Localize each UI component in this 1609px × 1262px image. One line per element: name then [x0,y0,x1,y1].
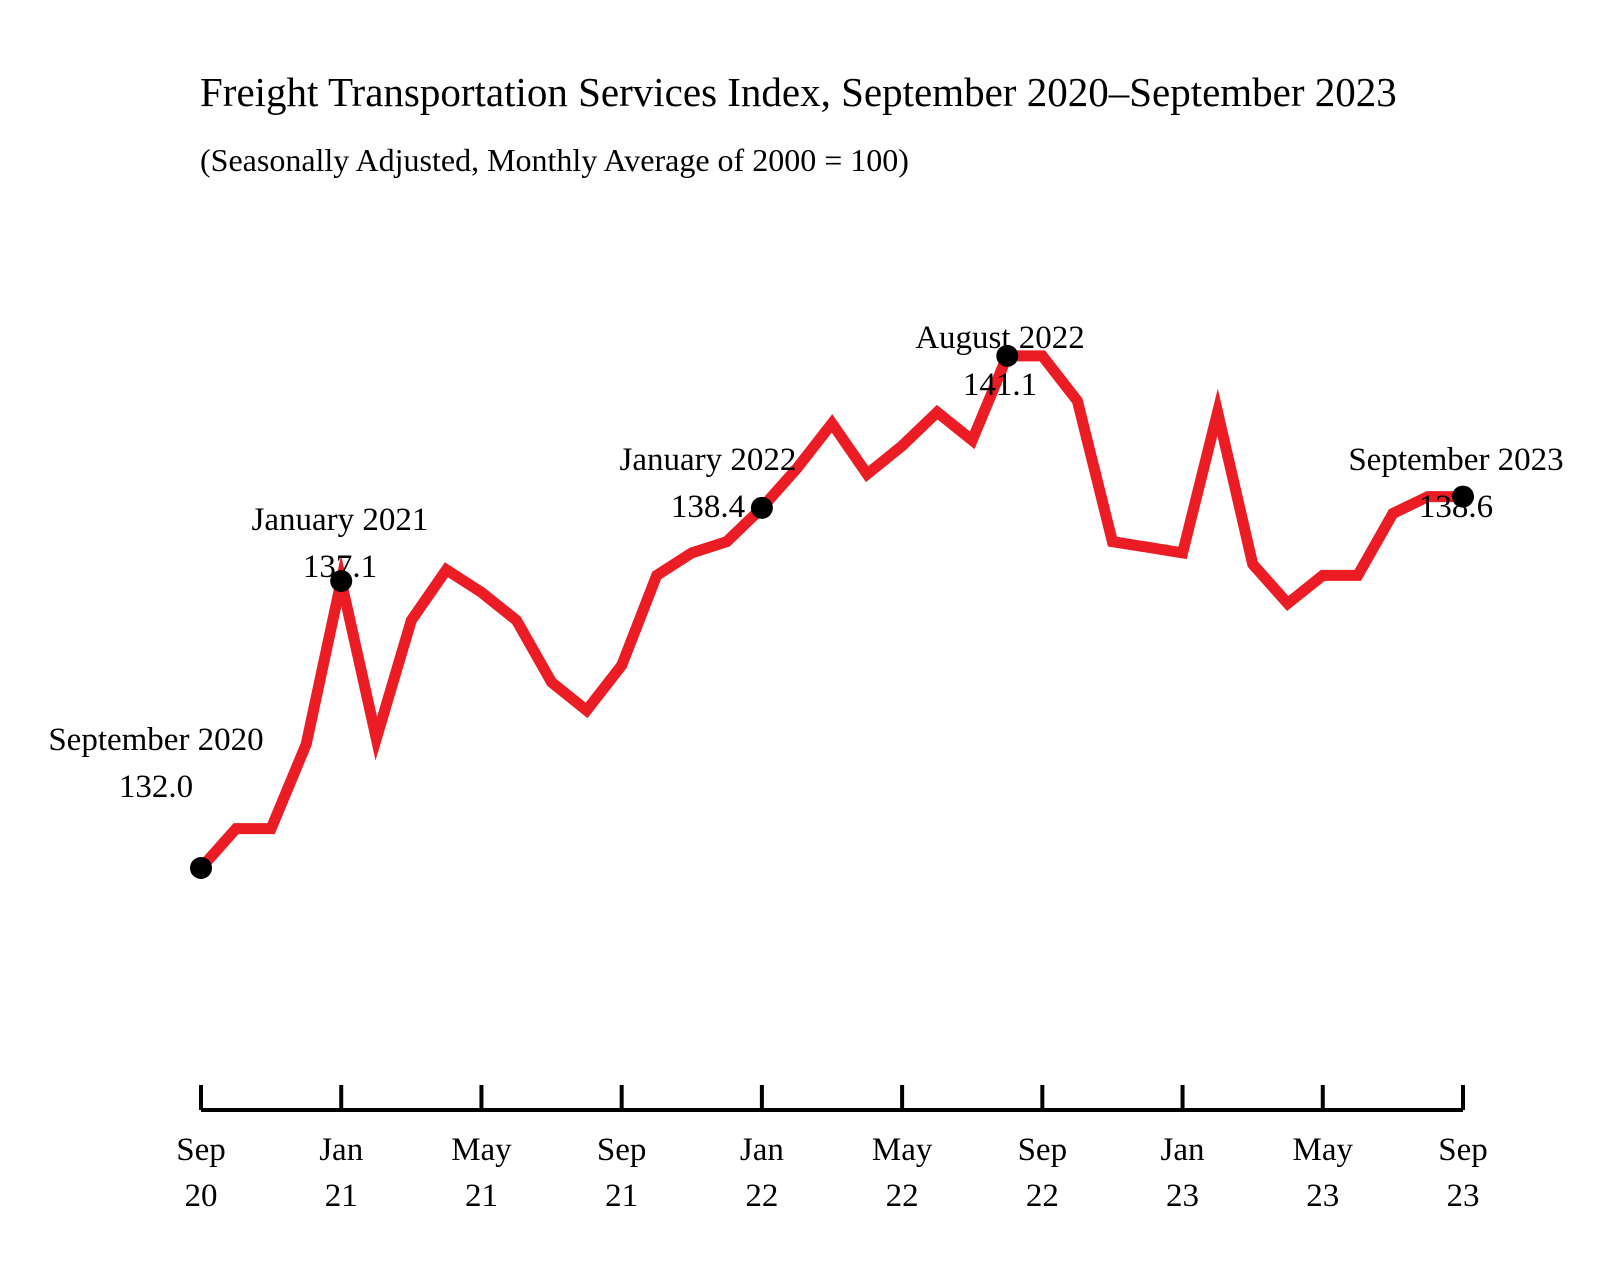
callout-value-label: 132.0 [119,769,193,805]
chart-title: Freight Transportation Services Index, S… [200,69,1397,115]
x-tick-label-month: Jan [740,1132,784,1168]
x-axis: Sep 20 Jan 21 May 21 Sep 21 Jan 22 May 22 Sep 22 Jan 23… [176,1085,1488,1214]
callout-value-label: 138.4 [671,489,745,525]
callout-period-label: August 2022 [915,320,1085,356]
x-tick-label-year: 20 [185,1178,218,1214]
callout-value-label: 141.1 [963,367,1037,403]
data-point-marker [996,344,1019,367]
callout-period-label: September 2020 [48,722,263,758]
data-point-marker [190,857,212,880]
data-point-marker [330,570,353,592]
callout-period-label: January 2021 [252,502,429,538]
x-tick-label-year: 23 [1166,1178,1199,1214]
x-tick-label-year: 21 [465,1178,498,1214]
x-tick-label-month: Sep [597,1132,647,1168]
x-tick-label-year: 22 [886,1178,919,1214]
x-tick-label-year: 21 [605,1178,638,1214]
callout-period-label: September 2023 [1348,442,1563,478]
x-tick-label-month: May [451,1132,512,1168]
x-tick-label-year: 22 [1026,1178,1059,1214]
x-tick-label-month: Jan [1161,1132,1205,1168]
callout-value-label: 137.1 [303,549,377,585]
x-tick-label-month: Sep [1438,1132,1488,1168]
x-tick-label-month: Sep [176,1132,226,1168]
x-tick-label-month: Jan [319,1132,363,1168]
x-tick-label-year: 23 [1447,1178,1480,1214]
chart-subtitle: (Seasonally Adjusted, Monthly Average of… [200,142,909,178]
series-line [196,350,1463,872]
callout-period-label: January 2022 [620,442,797,478]
x-tick-label-month: Sep [1018,1132,1068,1168]
x-tick-label-year: 23 [1306,1178,1339,1214]
plot-area: September 2020 132.0 January 2021 137.1 Janu… [48,320,1564,880]
x-tick-label-year: 21 [325,1178,358,1214]
callout-value-label: 138.6 [1419,489,1493,525]
data-point-marker [750,496,773,519]
x-tick-label-month: May [872,1132,933,1168]
data-point-marker [1452,485,1474,508]
x-tick-label-year: 22 [745,1178,778,1214]
x-tick-label-month: May [1293,1132,1354,1168]
